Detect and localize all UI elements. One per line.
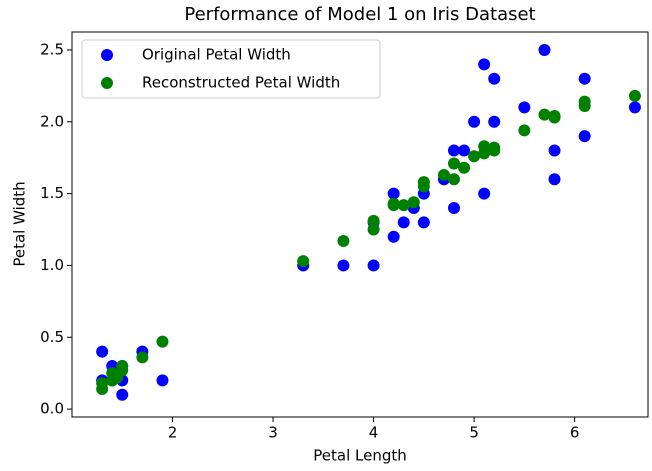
point: [478, 58, 491, 71]
x-axis-label: Petal Length: [313, 447, 407, 465]
point: [447, 144, 460, 157]
legend-marker: [101, 77, 113, 89]
point: [488, 115, 501, 128]
y-tick-label: 2.5: [40, 40, 64, 58]
point: [337, 235, 350, 248]
point: [518, 124, 531, 137]
point: [367, 214, 380, 227]
point: [628, 89, 641, 102]
point: [397, 199, 410, 212]
point: [468, 115, 481, 128]
point: [578, 95, 591, 108]
y-tick-label: 0.5: [40, 328, 64, 346]
chart-title: Performance of Model 1 on Iris Dataset: [184, 4, 535, 25]
plot-frame: [71, 31, 649, 418]
point: [447, 173, 460, 186]
point: [548, 144, 561, 157]
legend-label: Reconstructed Petal Width: [142, 74, 340, 92]
point: [367, 223, 380, 236]
point: [111, 371, 124, 384]
point: [488, 141, 501, 154]
point: [488, 72, 501, 85]
point: [447, 201, 460, 214]
y-tick-label: 2.0: [40, 112, 64, 130]
x-tick-label: 4: [369, 424, 379, 442]
point: [628, 101, 641, 114]
point: [458, 161, 471, 174]
point: [337, 259, 350, 272]
point: [156, 374, 169, 387]
y-tick-label: 1.0: [40, 256, 64, 274]
legend-box: [81, 39, 381, 99]
point: [478, 187, 491, 200]
point: [578, 130, 591, 143]
point: [478, 140, 491, 153]
legend-label: Original Petal Width: [142, 46, 291, 64]
point: [518, 101, 531, 114]
point: [417, 216, 430, 229]
point: [367, 259, 380, 272]
point: [458, 144, 471, 157]
point: [407, 196, 420, 209]
point: [397, 216, 410, 229]
legend-marker: [101, 49, 113, 61]
point: [387, 197, 400, 210]
point: [548, 110, 561, 123]
x-tick-label: 5: [469, 424, 479, 442]
point: [116, 388, 129, 401]
point: [96, 382, 109, 395]
point: [297, 255, 310, 268]
point: [387, 187, 400, 200]
point: [417, 176, 430, 189]
point: [387, 230, 400, 243]
y-tick-label: 1.5: [40, 184, 64, 202]
x-tick-label: 6: [570, 424, 580, 442]
point: [96, 345, 109, 358]
point: [447, 157, 460, 170]
point: [468, 150, 481, 163]
y-tick-label: 0.0: [40, 400, 64, 418]
point: [116, 360, 129, 373]
y-axis-label: Petal Width: [11, 181, 29, 266]
point: [156, 335, 169, 348]
point: [437, 168, 450, 181]
x-tick-label: 2: [168, 424, 178, 442]
point: [538, 43, 551, 56]
point: [578, 72, 591, 85]
x-tick-label: 3: [268, 424, 278, 442]
point: [136, 351, 149, 364]
point: [548, 173, 561, 186]
point: [538, 108, 551, 121]
